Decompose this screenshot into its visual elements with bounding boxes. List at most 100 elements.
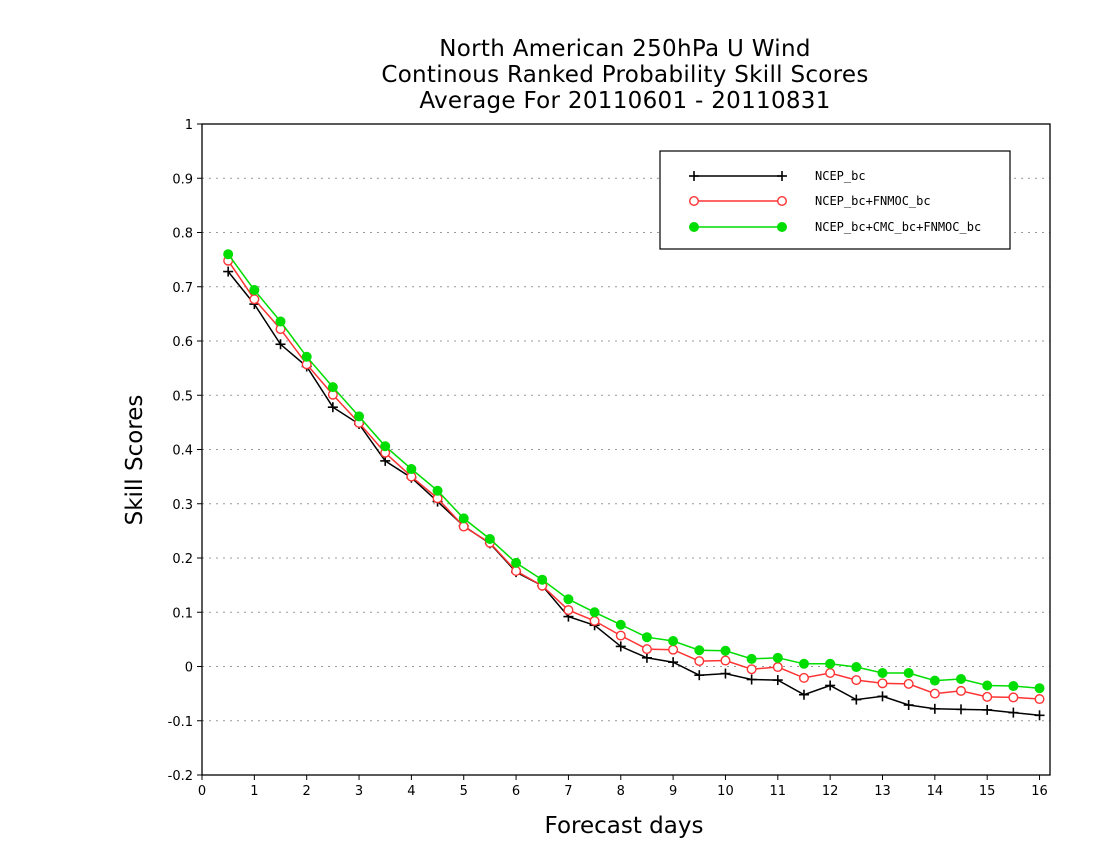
data-point-1: [903, 678, 914, 689]
data-point-1: [641, 644, 652, 655]
series-2: [223, 249, 1045, 694]
data-point-0: [327, 402, 338, 413]
data-point-2: [563, 594, 574, 605]
data-point-1: [798, 672, 809, 683]
legend-label-1: NCEP_bc+FNMOC_bc: [815, 194, 931, 208]
data-point-2: [798, 658, 809, 669]
data-point-0: [929, 703, 940, 714]
x-tick-label: 6: [512, 784, 520, 799]
grid: [202, 177, 1050, 722]
title-line-2: Continous Ranked Probability Skill Score…: [381, 62, 869, 88]
data-point-0: [851, 694, 862, 705]
series-line-2: [227, 253, 1040, 689]
data-point-0: [1008, 707, 1019, 718]
legend-marker-0: [689, 171, 699, 181]
data-point-2: [720, 645, 731, 656]
data-point-1: [982, 691, 993, 702]
data-point-0: [223, 266, 234, 277]
data-point-2: [668, 636, 679, 647]
chart-title: North American 250hPa U Wind Continous R…: [0, 36, 1100, 114]
y-tick-label: 0.3: [172, 498, 193, 513]
x-axis-label: Forecast days: [545, 813, 704, 839]
legend-marker-2: [689, 222, 699, 232]
data-point-2: [589, 607, 600, 618]
data-point-1: [851, 675, 862, 686]
y-tick-label: 0.5: [172, 389, 193, 404]
x-tick-label: 4: [407, 784, 415, 799]
data-point-2: [772, 652, 783, 663]
data-point-2: [223, 249, 234, 260]
title-line-3: Average For 20110601 - 20110831: [419, 88, 831, 114]
series-1: [223, 255, 1045, 705]
y-tick-label: 0.7: [172, 281, 193, 296]
y-tick-label: 0.9: [172, 172, 193, 187]
x-tick-label: 7: [564, 784, 572, 799]
data-point-2: [249, 285, 260, 296]
y-axis-label: Skill Scores: [122, 395, 148, 526]
legend-marker-2: [777, 222, 787, 232]
legend-marker-1: [777, 195, 788, 206]
y-tick-label: 1: [185, 118, 193, 133]
title-line-1: North American 250hPa U Wind: [439, 36, 811, 62]
data-point-0: [641, 652, 652, 663]
data-point-0: [720, 668, 731, 679]
y-tick-label: 0.1: [172, 606, 193, 621]
data-point-2: [615, 619, 626, 630]
legend-label-0: NCEP_bc: [815, 169, 866, 183]
data-point-2: [641, 632, 652, 643]
data-point-2: [406, 464, 417, 475]
x-tick-label: 10: [717, 784, 734, 799]
data-point-0: [668, 657, 679, 668]
x-tick-label: 12: [822, 784, 839, 799]
data-point-1: [877, 678, 888, 689]
data-point-0: [825, 680, 836, 691]
data-point-2: [458, 513, 469, 524]
data-point-2: [694, 645, 705, 656]
data-point-0: [982, 704, 993, 715]
data-point-0: [1034, 710, 1045, 721]
data-point-2: [537, 574, 548, 585]
data-point-1: [589, 615, 600, 626]
data-point-0: [615, 641, 626, 652]
data-point-1: [720, 655, 731, 666]
series-line-1: [227, 260, 1040, 700]
y-tick-label: 0: [185, 661, 193, 676]
legend-marker-0: [777, 171, 787, 181]
data-point-1: [694, 656, 705, 667]
data-point-2: [956, 673, 967, 684]
data-point-1: [772, 662, 783, 673]
x-tick-label: 14: [927, 784, 944, 799]
y-tick-label: 0.2: [172, 552, 193, 567]
data-point-1: [1034, 694, 1045, 705]
data-point-1: [563, 605, 574, 616]
y-tick-label: 0.4: [172, 444, 193, 459]
data-point-2: [275, 316, 286, 327]
y-tick-label: 0.8: [172, 227, 193, 242]
data-point-2: [327, 382, 338, 393]
data-point-2: [484, 534, 495, 545]
x-tick-label: 16: [1031, 784, 1048, 799]
data-point-1: [511, 566, 522, 577]
data-point-2: [354, 411, 365, 422]
data-point-2: [903, 668, 914, 679]
data-point-0: [877, 691, 888, 702]
y-tick-label: 0.6: [172, 335, 193, 350]
data-point-1: [249, 294, 260, 305]
data-point-2: [432, 485, 443, 496]
x-tick-label: 5: [460, 784, 468, 799]
legend-marker-1: [689, 195, 700, 206]
legend-box: [659, 150, 1011, 250]
x-tick-label: 13: [874, 784, 891, 799]
data-point-1: [956, 685, 967, 696]
data-point-2: [746, 653, 757, 664]
data-point-0: [903, 700, 914, 711]
x-tick-label: 2: [303, 784, 311, 799]
series-layer: [223, 249, 1045, 721]
data-point-2: [301, 351, 312, 362]
x-tick-label: 8: [617, 784, 625, 799]
data-point-2: [982, 680, 993, 691]
data-point-2: [851, 662, 862, 673]
x-tick-label: 0: [198, 784, 206, 799]
data-point-0: [275, 339, 286, 350]
